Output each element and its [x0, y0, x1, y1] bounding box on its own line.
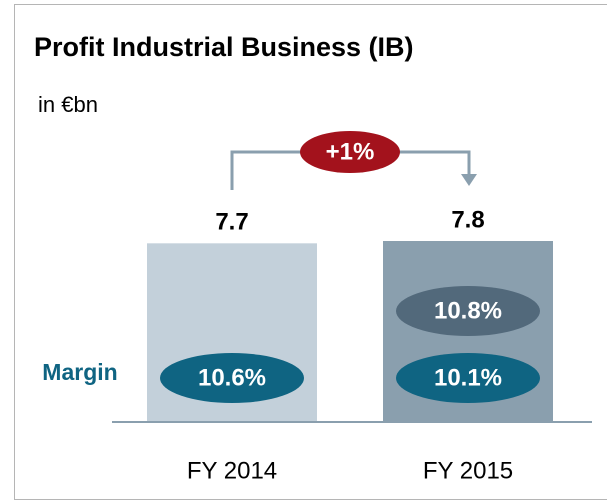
change-badge	[300, 131, 400, 173]
margin-value: 10.6%	[198, 364, 266, 391]
margin-badge	[396, 286, 540, 336]
value-label: 7.8	[451, 206, 484, 233]
change-label: +1%	[326, 138, 375, 165]
value-label: 7.7	[215, 209, 248, 236]
margin-value: 10.1%	[434, 364, 502, 391]
frame	[14, 4, 607, 500]
x-tick-label: FY 2014	[187, 457, 277, 484]
margin-badge	[396, 353, 540, 403]
margin-label: Margin	[42, 359, 117, 385]
arrow-head	[461, 174, 477, 186]
unit-label: in €bn	[38, 92, 98, 117]
chart-title: Profit Industrial Business (IB)	[34, 32, 414, 62]
margin-value: 10.8%	[434, 297, 502, 324]
margin-badge	[160, 353, 304, 403]
x-tick-label: FY 2015	[423, 457, 513, 484]
